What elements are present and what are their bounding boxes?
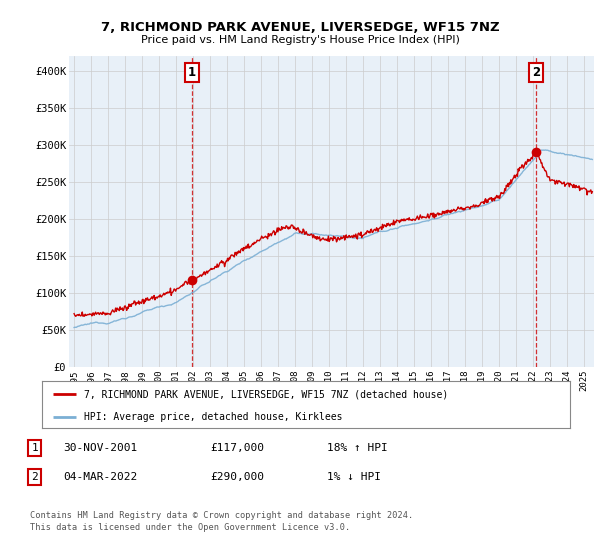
Text: 1: 1 <box>188 66 196 79</box>
Text: Contains HM Land Registry data © Crown copyright and database right 2024.: Contains HM Land Registry data © Crown c… <box>30 511 413 520</box>
Text: 2: 2 <box>532 66 540 79</box>
Text: This data is licensed under the Open Government Licence v3.0.: This data is licensed under the Open Gov… <box>30 523 350 532</box>
Text: 1: 1 <box>31 443 38 453</box>
Text: £290,000: £290,000 <box>210 472 264 482</box>
Text: 30-NOV-2001: 30-NOV-2001 <box>63 443 137 453</box>
Text: HPI: Average price, detached house, Kirklees: HPI: Average price, detached house, Kirk… <box>84 412 343 422</box>
Text: 18% ↑ HPI: 18% ↑ HPI <box>327 443 388 453</box>
Text: 2: 2 <box>31 472 38 482</box>
Text: Price paid vs. HM Land Registry's House Price Index (HPI): Price paid vs. HM Land Registry's House … <box>140 35 460 45</box>
Text: 7, RICHMOND PARK AVENUE, LIVERSEDGE, WF15 7NZ: 7, RICHMOND PARK AVENUE, LIVERSEDGE, WF1… <box>101 21 499 34</box>
Text: £117,000: £117,000 <box>210 443 264 453</box>
Text: 04-MAR-2022: 04-MAR-2022 <box>63 472 137 482</box>
Text: 7, RICHMOND PARK AVENUE, LIVERSEDGE, WF15 7NZ (detached house): 7, RICHMOND PARK AVENUE, LIVERSEDGE, WF1… <box>84 389 448 399</box>
Text: 1% ↓ HPI: 1% ↓ HPI <box>327 472 381 482</box>
